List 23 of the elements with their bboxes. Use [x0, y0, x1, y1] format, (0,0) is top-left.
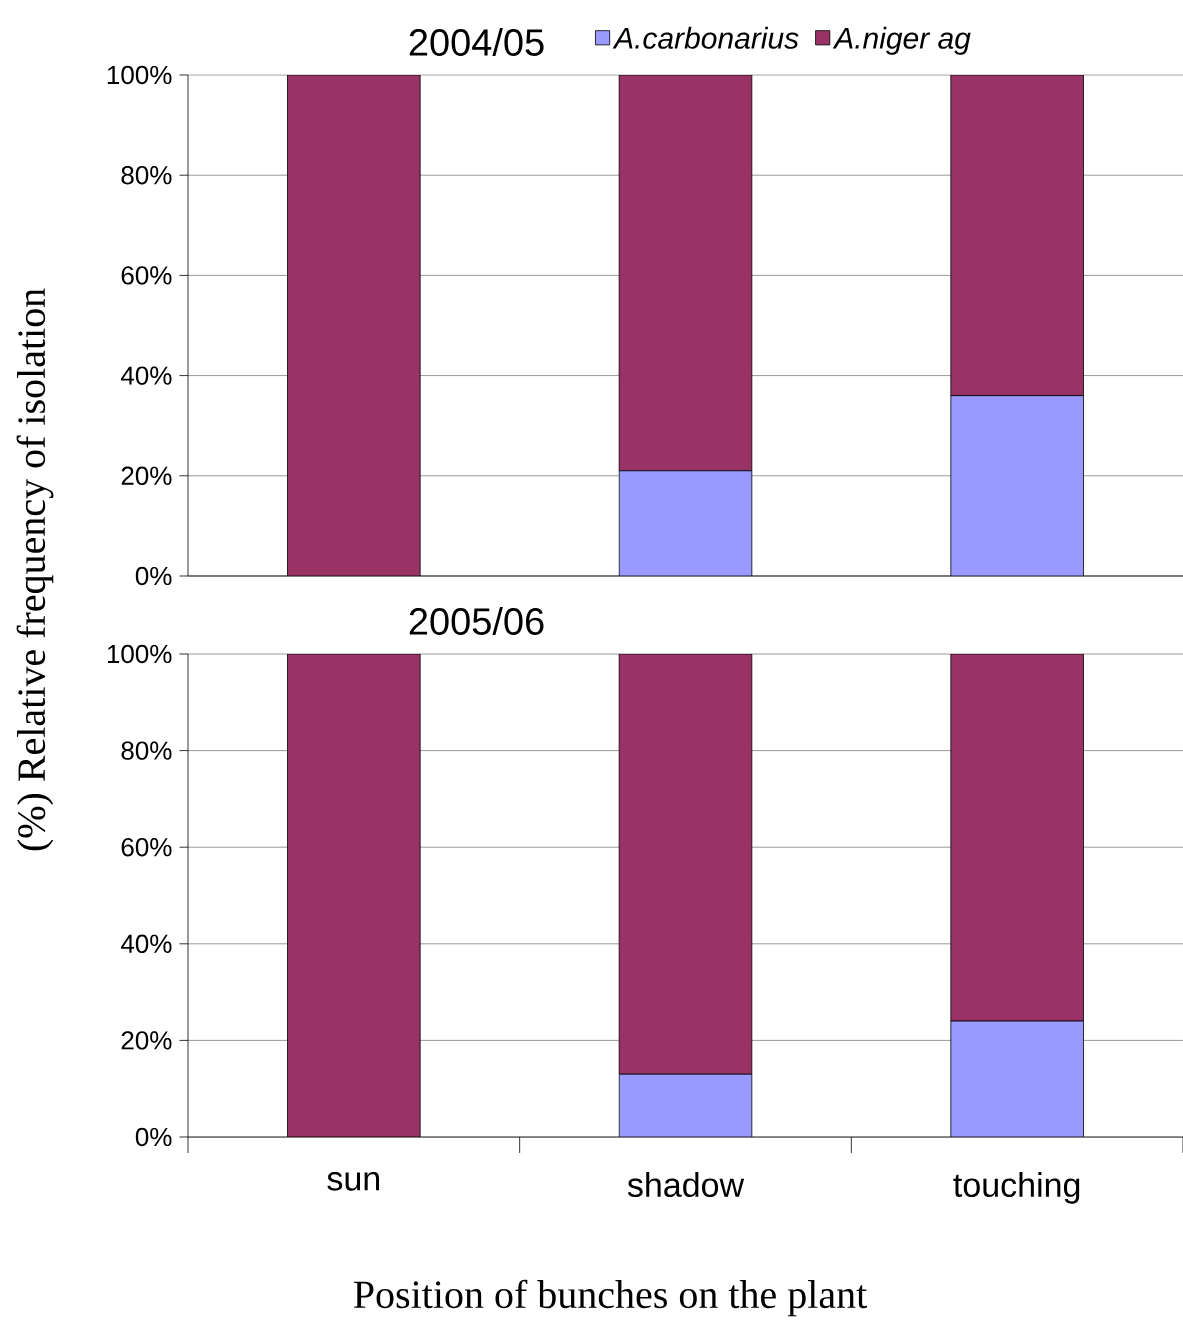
y-tick-label: 60% — [121, 266, 172, 285]
legend-label: A.niger ag — [832, 26, 971, 55]
y-tick-label: 40% — [120, 366, 172, 385]
x-tick-label: sun — [327, 1172, 380, 1191]
y-tick-label: 100% — [107, 644, 172, 664]
x-tick-label: shadow — [627, 1172, 745, 1198]
y-tick-label: 40% — [120, 934, 172, 953]
y-tick-label: 0% — [135, 566, 172, 586]
x-tick-label: touching — [953, 1172, 1080, 1204]
x-axis-title: Position of bunches on the plant — [353, 1279, 867, 1317]
chart-title: 2004/05 — [409, 28, 544, 56]
bar — [618, 470, 753, 576]
y-tick-label: 80% — [121, 165, 172, 185]
y-tick-label: 100% — [107, 65, 172, 85]
chart-title: 2005/06 — [409, 607, 544, 635]
y-axis-title: (%) Relative frequency of isolation — [16, 288, 54, 851]
y-tick-label: 20% — [121, 1031, 172, 1050]
bar — [950, 395, 1084, 576]
legend-label: A.carbonarius — [612, 26, 799, 49]
y-tick-label: 80% — [121, 741, 172, 760]
y-tick-label: 20% — [121, 466, 172, 485]
y-tick-label: 60% — [121, 837, 172, 857]
y-tick-label: 0% — [135, 1127, 172, 1147]
